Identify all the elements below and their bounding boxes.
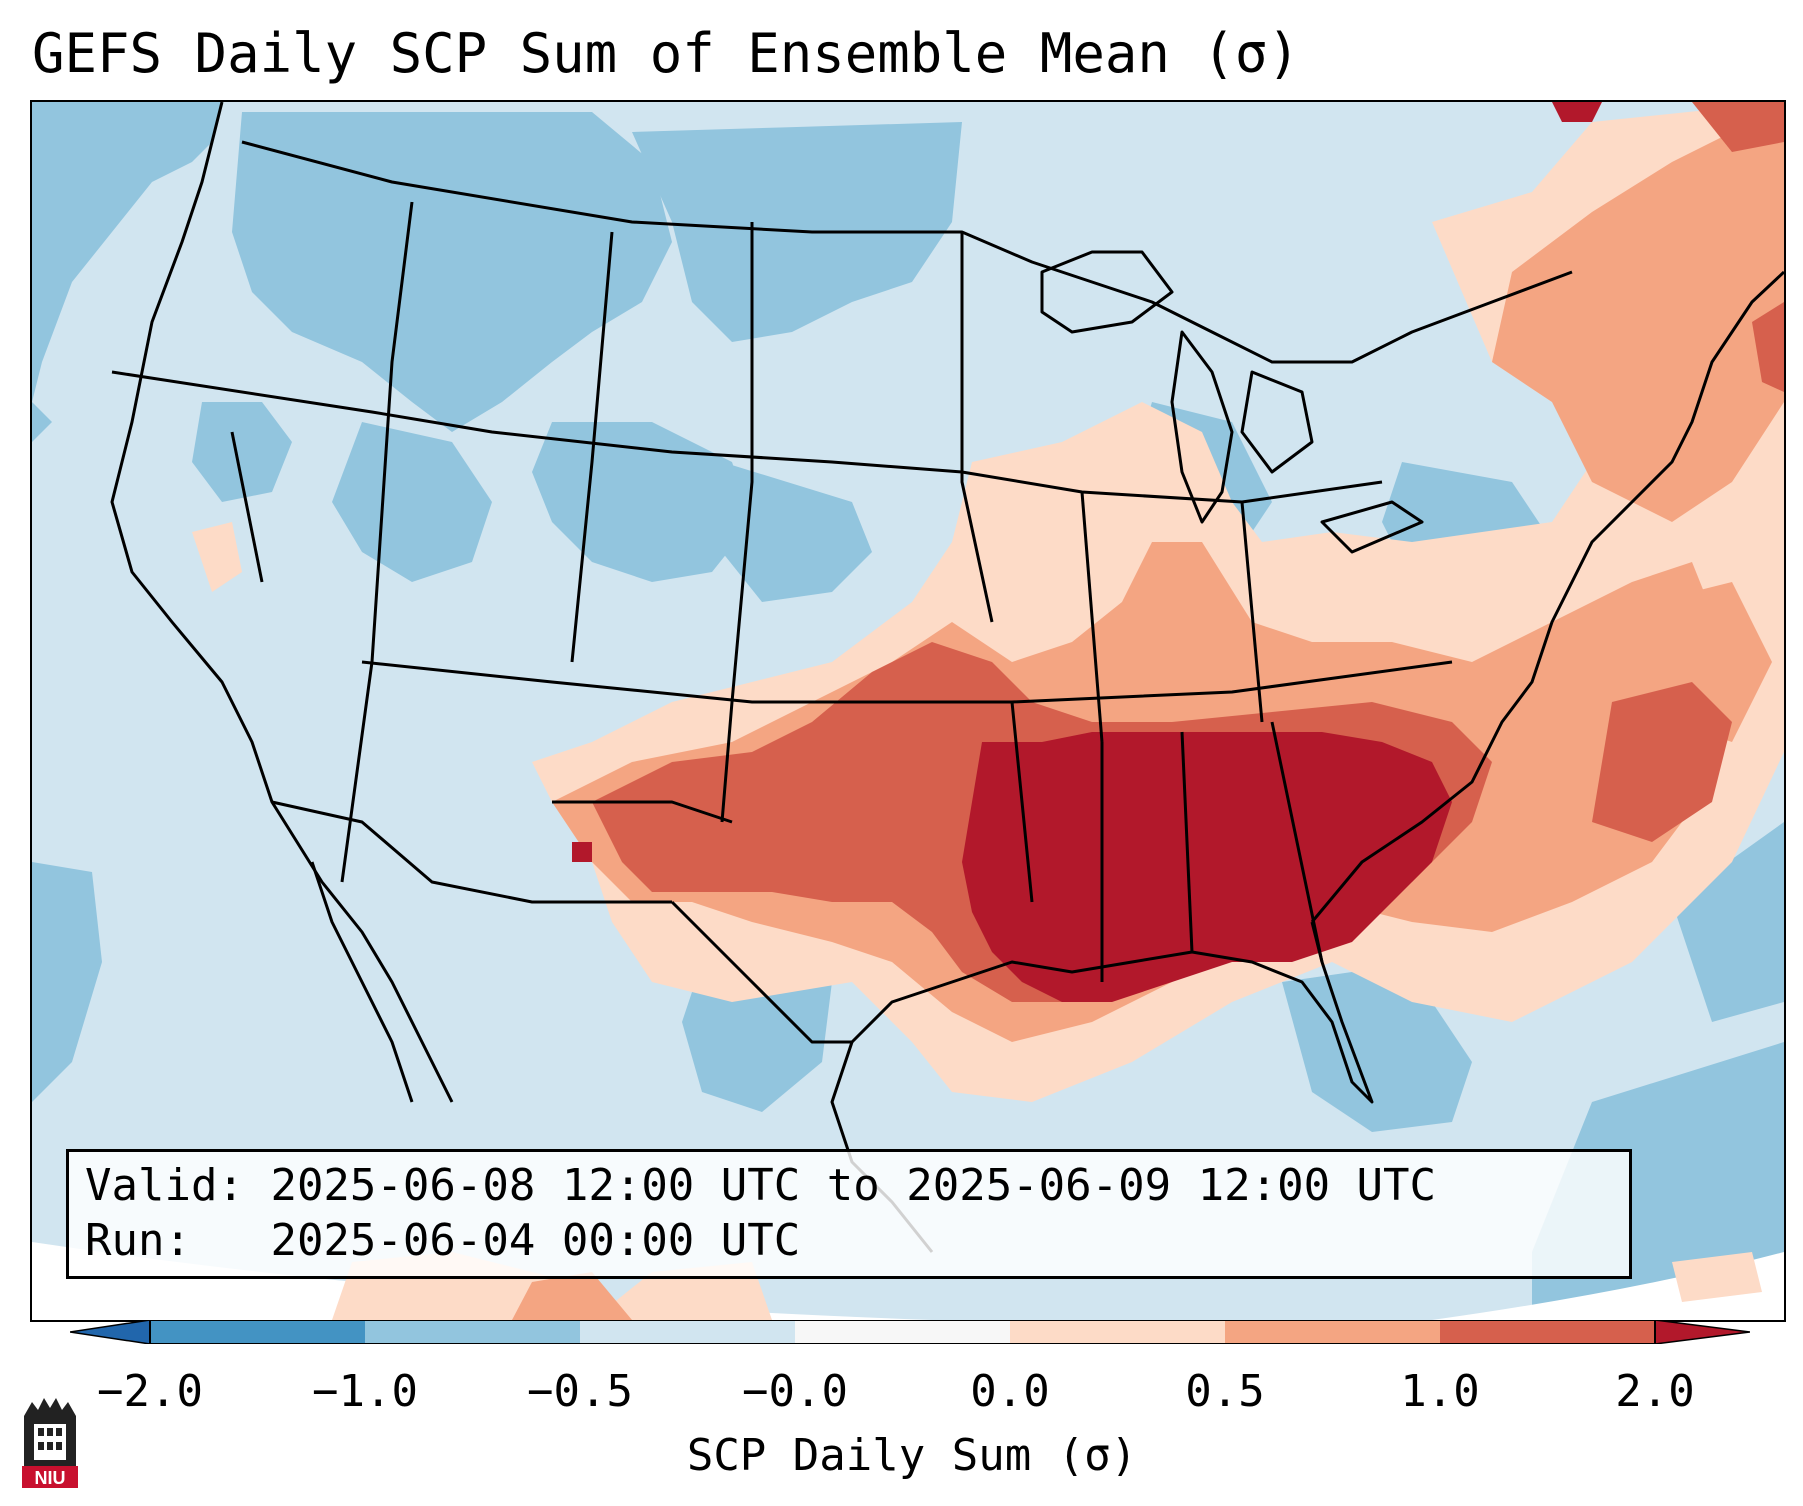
run-label: Run: bbox=[85, 1215, 191, 1266]
colorbar-tick-label: 1.0 bbox=[1400, 1366, 1480, 1417]
colorbar-bin-6 bbox=[1225, 1320, 1440, 1344]
colorbar-bin-3 bbox=[580, 1320, 795, 1344]
colorbar bbox=[70, 1320, 1750, 1344]
colorbar-tick-label: −0.5 bbox=[527, 1366, 633, 1417]
colorbar-bin-2 bbox=[365, 1320, 580, 1344]
colorbar-tick-label: 0.5 bbox=[1185, 1366, 1265, 1417]
state-country-borders bbox=[110, 102, 1784, 1253]
colorbar-bin-4 bbox=[795, 1320, 1010, 1344]
positive-max-areas bbox=[572, 102, 1602, 1002]
colorbar-label: SCP Daily Sum (σ) bbox=[686, 1430, 1138, 1481]
valid-label: Valid: bbox=[85, 1160, 244, 1211]
map-panel[interactable] bbox=[30, 100, 1786, 1322]
colorbar-extend-low bbox=[70, 1320, 151, 1344]
colorbar-tick-label: −1.0 bbox=[312, 1366, 418, 1417]
colorbar-tick-label: 2.0 bbox=[1615, 1366, 1695, 1417]
colorbar-tick-label: 0.0 bbox=[970, 1366, 1050, 1417]
colorbar-bin-5 bbox=[1010, 1320, 1225, 1344]
valid-run-box: Valid: 2025-06-08 12:00 UTC to 2025-06-0… bbox=[66, 1149, 1632, 1279]
run-value: 2025-06-04 00:00 UTC bbox=[270, 1215, 801, 1266]
colorbar-tick-label: −0.0 bbox=[742, 1366, 848, 1417]
colorbar-bin-1 bbox=[150, 1320, 365, 1344]
niu-logo: NIU bbox=[22, 1398, 78, 1488]
chart-title: GEFS Daily SCP Sum of Ensemble Mean (σ) bbox=[32, 22, 1300, 85]
colorbar-frame bbox=[149, 1320, 1656, 1344]
colorbar-extend-high bbox=[1654, 1320, 1750, 1344]
colorbar-tick-label: −2.0 bbox=[97, 1366, 203, 1417]
scp-anomaly-map bbox=[32, 102, 1784, 1320]
colorbar-bin-7 bbox=[1440, 1320, 1655, 1344]
logo-text: NIU bbox=[35, 1468, 66, 1488]
valid-value: 2025-06-08 12:00 UTC to 2025-06-09 12:00… bbox=[270, 1160, 1437, 1211]
